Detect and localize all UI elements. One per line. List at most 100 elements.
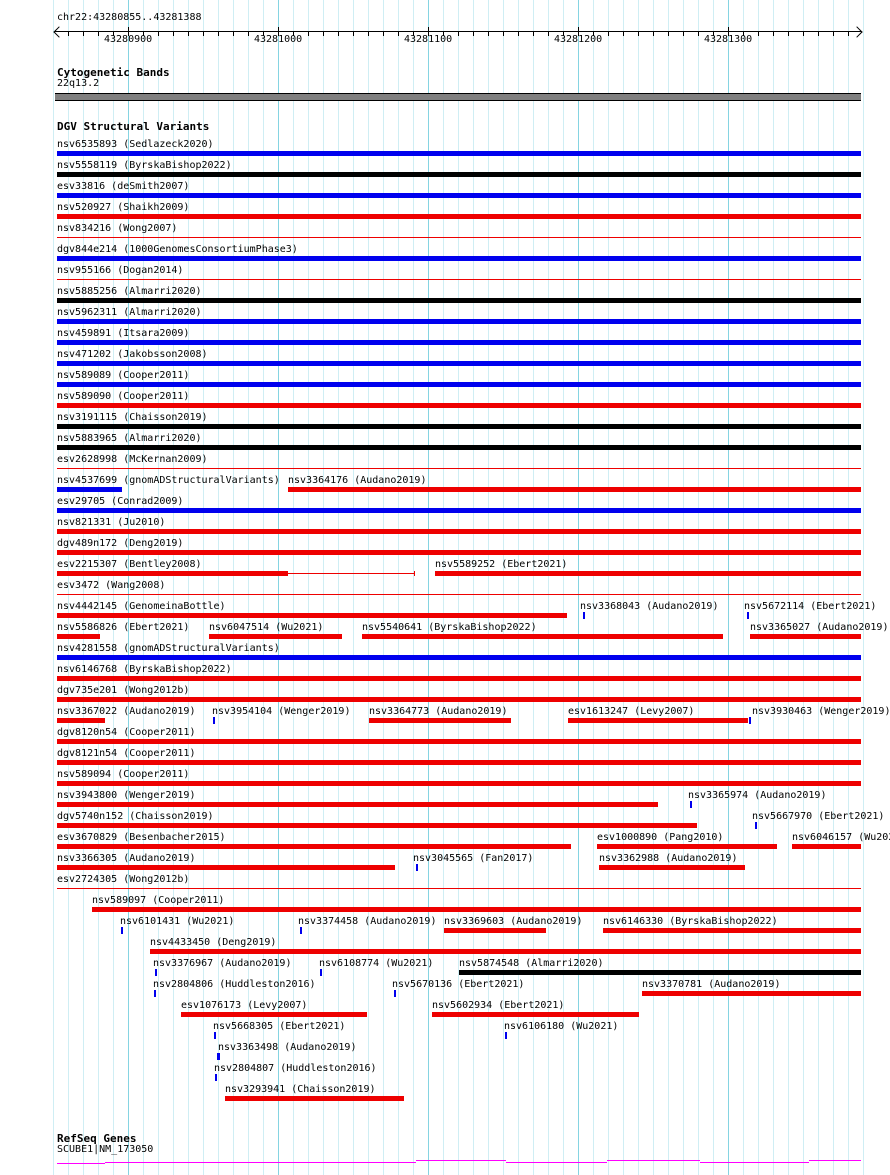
variant-label[interactable]: nsv821331 (Ju2010) — [57, 517, 166, 528]
variant-bar[interactable] — [435, 571, 861, 576]
refseq-gene-line-segment[interactable] — [57, 1163, 105, 1164]
variant-label[interactable]: dgv8120n54 (Cooper2011) — [57, 727, 196, 738]
variant-label[interactable]: nsv5874548 (Almarri2020) — [459, 958, 604, 969]
variant-bar[interactable] — [750, 634, 861, 639]
variant-label[interactable]: nsv3363498 (Audano2019) — [218, 1042, 357, 1053]
variant-tick[interactable] — [505, 1032, 507, 1039]
variant-label[interactable]: nsv6106180 (Wu2021) — [504, 1021, 619, 1032]
variant-bar[interactable] — [57, 424, 861, 429]
variant-tick[interactable] — [155, 969, 157, 976]
variant-label[interactable]: nsv3367022 (Audano2019) — [57, 706, 196, 717]
variant-label[interactable]: esv33816 (deSmith2007) — [57, 181, 190, 192]
variant-bar[interactable] — [57, 571, 288, 576]
variant-label[interactable]: nsv3943800 (Wenger2019) — [57, 790, 196, 801]
variant-tick[interactable] — [747, 612, 749, 619]
variant-bar[interactable] — [369, 718, 511, 723]
variant-bar[interactable] — [57, 361, 861, 366]
variant-bar[interactable] — [57, 508, 861, 513]
variant-bar[interactable] — [597, 844, 777, 849]
variant-tick[interactable] — [154, 990, 156, 997]
variant-label[interactable]: nsv3191115 (Chaisson2019) — [57, 412, 208, 423]
variant-label[interactable]: nsv4281558 (gnomADStructuralVariants) — [57, 643, 280, 654]
variant-label[interactable]: nsv3954104 (Wenger2019) — [212, 706, 351, 717]
variant-label[interactable]: nsv589089 (Cooper2011) — [57, 370, 190, 381]
variant-bar[interactable] — [57, 256, 861, 261]
variant-label[interactable]: nsv2804806 (Huddleston2016) — [153, 979, 316, 990]
variant-breakpoint-tick[interactable] — [414, 571, 415, 576]
variant-bar[interactable] — [57, 319, 861, 324]
variant-label[interactable]: nsv471202 (Jakobsson2008) — [57, 349, 208, 360]
variant-label[interactable]: nsv5670136 (Ebert2021) — [392, 979, 525, 990]
variant-label[interactable]: nsv3364773 (Audano2019) — [369, 706, 508, 717]
variant-line[interactable] — [57, 594, 861, 595]
variant-label[interactable]: dgv735e201 (Wong2012b) — [57, 685, 190, 696]
variant-label[interactable]: nsv3364176 (Audano2019) — [288, 475, 427, 486]
variant-label[interactable]: nsv5558119 (ByrskaBishop2022) — [57, 160, 232, 171]
variant-label[interactable]: nsv3365027 (Audano2019) — [750, 622, 889, 633]
variant-tick[interactable] — [320, 969, 322, 976]
variant-label[interactable]: nsv4433450 (Deng2019) — [150, 937, 277, 948]
variant-bar[interactable] — [57, 802, 658, 807]
variant-bar[interactable] — [57, 760, 861, 765]
refseq-gene-line-segment[interactable] — [209, 1162, 416, 1163]
variant-bar[interactable] — [432, 1012, 639, 1017]
variant-label[interactable]: nsv834216 (Wong2007) — [57, 223, 178, 234]
refseq-gene-line-segment[interactable] — [700, 1162, 809, 1163]
variant-tick[interactable] — [217, 1053, 220, 1060]
variant-tick[interactable] — [690, 801, 692, 808]
variant-bar[interactable] — [57, 214, 861, 219]
variant-bar[interactable] — [57, 655, 861, 660]
variant-bar[interactable] — [444, 928, 546, 933]
variant-label[interactable]: nsv3293941 (Chaisson2019) — [225, 1084, 376, 1095]
variant-label[interactable]: nsv6101431 (Wu2021) — [120, 916, 235, 927]
variant-bar[interactable] — [57, 676, 861, 681]
variant-bar[interactable] — [57, 172, 861, 177]
variant-bar[interactable] — [225, 1096, 404, 1101]
refseq-gene-line-segment[interactable] — [607, 1160, 700, 1161]
variant-label[interactable]: esv2724305 (Wong2012b) — [57, 874, 190, 885]
variant-label[interactable]: nsv5602934 (Ebert2021) — [432, 1000, 565, 1011]
variant-bar[interactable] — [57, 844, 571, 849]
variant-label[interactable]: nsv589097 (Cooper2011) — [92, 895, 225, 906]
variant-bar[interactable] — [57, 823, 697, 828]
variant-bar[interactable] — [57, 340, 861, 345]
variant-label[interactable]: nsv6047514 (Wu2021) — [209, 622, 324, 633]
variant-label[interactable]: esv2628998 (McKernan2009) — [57, 454, 208, 465]
variant-bar[interactable] — [57, 487, 122, 492]
variant-bar[interactable] — [181, 1012, 367, 1017]
variant-bar[interactable] — [57, 781, 861, 786]
variant-label[interactable]: nsv6046157 (Wu2021) — [792, 832, 890, 843]
variant-line[interactable] — [57, 279, 861, 280]
variant-label[interactable]: nsv3374458 (Audano2019) — [298, 916, 437, 927]
variant-bar[interactable] — [792, 844, 861, 849]
variant-tick[interactable] — [214, 1032, 216, 1039]
variant-tick[interactable] — [749, 717, 751, 724]
variant-label[interactable]: esv1613247 (Levy2007) — [568, 706, 695, 717]
variant-bar[interactable] — [57, 739, 861, 744]
variant-tick[interactable] — [213, 717, 215, 724]
variant-bar[interactable] — [57, 445, 861, 450]
variant-bar[interactable] — [92, 907, 861, 912]
variant-tick[interactable] — [583, 612, 585, 619]
variant-bar[interactable] — [57, 529, 861, 534]
variant-label[interactable]: esv2215307 (Bentley2008) — [57, 559, 202, 570]
variant-label[interactable]: nsv4442145 (GenomeinaBottle) — [57, 601, 226, 612]
variant-bar[interactable] — [57, 403, 861, 408]
variant-label[interactable]: nsv5962311 (Almarri2020) — [57, 307, 202, 318]
variant-bar[interactable] — [459, 970, 861, 975]
variant-label[interactable]: nsv3045565 (Fan2017) — [413, 853, 534, 864]
variant-label[interactable]: nsv4537699 (gnomADStructuralVariants) — [57, 475, 280, 486]
variant-tick[interactable] — [215, 1074, 217, 1081]
variant-label[interactable]: nsv5672114 (Ebert2021) — [744, 601, 877, 612]
variant-bar[interactable] — [599, 865, 745, 870]
variant-label[interactable]: nsv520927 (Shaikh2009) — [57, 202, 190, 213]
variant-label[interactable]: esv3472 (Wang2008) — [57, 580, 166, 591]
variant-tick[interactable] — [416, 864, 418, 871]
variant-label[interactable]: esv1076173 (Levy2007) — [181, 1000, 308, 1011]
variant-label[interactable]: nsv459891 (Itsara2009) — [57, 328, 190, 339]
variant-tick[interactable] — [300, 927, 302, 934]
variant-label[interactable]: nsv3930463 (Wenger2019) — [752, 706, 890, 717]
variant-label[interactable]: nsv5885256 (Almarri2020) — [57, 286, 202, 297]
variant-label[interactable]: nsv5883965 (Almarri2020) — [57, 433, 202, 444]
variant-label[interactable]: nsv6108774 (Wu2021) — [319, 958, 434, 969]
